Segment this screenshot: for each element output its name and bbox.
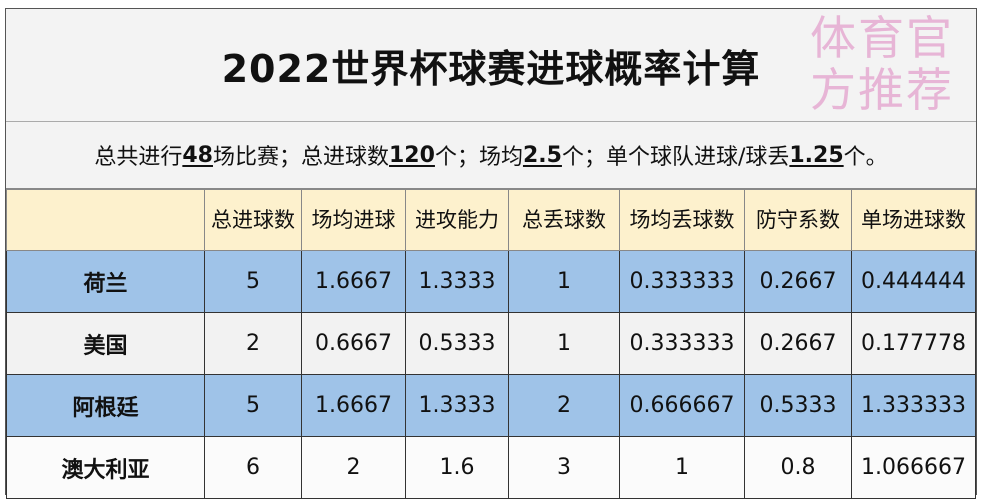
table-row: 澳大利亚 6 2 1.6 3 1 0.8 1.066667 <box>6 436 976 499</box>
table-cell: 1.066667 <box>851 436 976 499</box>
table-cell: 0.177778 <box>851 312 976 375</box>
table-cell: 6 <box>204 436 302 499</box>
table-row: 美国 2 0.6667 0.5333 1 0.333333 0.2667 0.1… <box>6 312 976 375</box>
table-cell: 1 <box>619 436 745 499</box>
table-cell: 1.6 <box>405 436 509 499</box>
table-cell: 2 <box>204 312 302 375</box>
column-header: 场均进球 <box>301 189 406 251</box>
table-cell: 1.3333 <box>405 250 509 313</box>
table-cell: 0.6667 <box>301 312 406 375</box>
table-cell: 0.8 <box>744 436 852 499</box>
summary-line: 总共进行 48 场比赛；总进球数 120 个；场均 2.5 个；单个球队进球/球丢 1.25 个… <box>6 122 976 189</box>
table-cell: 1.333333 <box>851 374 976 437</box>
table-cell: 1 <box>508 250 620 313</box>
stats-table: 总进球数 场均进球 进攻能力 总丢球数 场均丢球数 防守系数 单场进球数 荷兰 … <box>6 189 976 499</box>
table-cell: 0.5333 <box>405 312 509 375</box>
table-cell: 0.333333 <box>619 250 745 313</box>
table-cell: 0.5333 <box>744 374 852 437</box>
summary-text: 场比赛；总进球数 <box>212 145 389 170</box>
table-row: 阿根廷 5 1.6667 1.3333 2 0.666667 0.5333 1.… <box>6 374 976 437</box>
table-cell: 5 <box>204 374 302 437</box>
table-cell: 1.6667 <box>301 374 406 437</box>
column-header: 单场进球数 <box>851 189 976 251</box>
table-cell: 1 <box>508 312 620 375</box>
table-cell: 3 <box>508 436 620 499</box>
avg-goals: 2.5 <box>522 142 562 168</box>
table-cell: 0.2667 <box>744 250 852 313</box>
table-cell: 2 <box>301 436 406 499</box>
table-cell: 1.3333 <box>405 374 509 437</box>
table-cell: 0.444444 <box>851 250 976 313</box>
table-cell: 0.333333 <box>619 312 745 375</box>
column-header: 防守系数 <box>744 189 852 251</box>
column-header: 进攻能力 <box>405 189 509 251</box>
summary-text: 个；单个球队进球/球丢 <box>561 145 790 170</box>
summary-text: 总共进行 <box>94 145 183 170</box>
page-title: 2022世界杯球赛进球概率计算 <box>6 9 976 122</box>
team-name: 阿根廷 <box>6 374 205 437</box>
table-cell: 5 <box>204 250 302 313</box>
document-frame: 2022世界杯球赛进球概率计算 总共进行 48 场比赛；总进球数 120 个；场均 2.5… <box>5 8 977 499</box>
team-avg-goals: 1.25 <box>789 142 844 168</box>
column-header: 总进球数 <box>204 189 302 251</box>
table-cell: 2 <box>508 374 620 437</box>
games-count: 48 <box>182 142 213 168</box>
column-header: 场均丢球数 <box>619 189 745 251</box>
team-name: 澳大利亚 <box>6 436 205 499</box>
table-cell: 1.6667 <box>301 250 406 313</box>
team-name: 美国 <box>6 312 205 375</box>
summary-text: 个。 <box>843 145 888 170</box>
goals-count: 120 <box>389 142 435 168</box>
table-row: 荷兰 5 1.6667 1.3333 1 0.333333 0.2667 0.4… <box>6 250 976 313</box>
summary-text: 个；场均 <box>434 145 523 170</box>
column-header <box>6 189 205 251</box>
table-header-row: 总进球数 场均进球 进攻能力 总丢球数 场均丢球数 防守系数 单场进球数 <box>6 189 976 251</box>
team-name: 荷兰 <box>6 250 205 313</box>
table-cell: 0.666667 <box>619 374 745 437</box>
table-cell: 0.2667 <box>744 312 852 375</box>
column-header: 总丢球数 <box>508 189 620 251</box>
